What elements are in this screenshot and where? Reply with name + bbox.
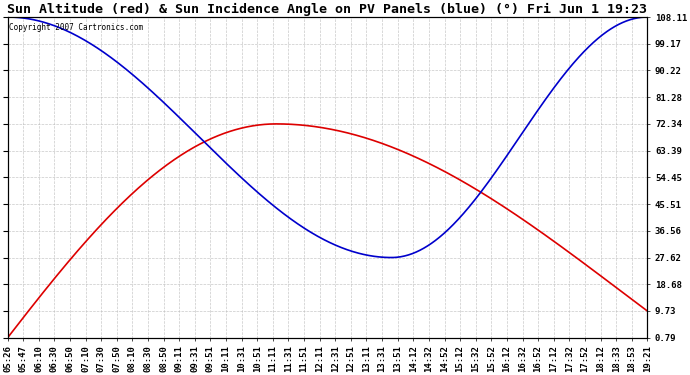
Title: Sun Altitude (red) & Sun Incidence Angle on PV Panels (blue) (°) Fri Jun 1 19:23: Sun Altitude (red) & Sun Incidence Angle…	[8, 3, 647, 16]
Text: Copyright 2007 Cartronics.com: Copyright 2007 Cartronics.com	[9, 23, 143, 32]
